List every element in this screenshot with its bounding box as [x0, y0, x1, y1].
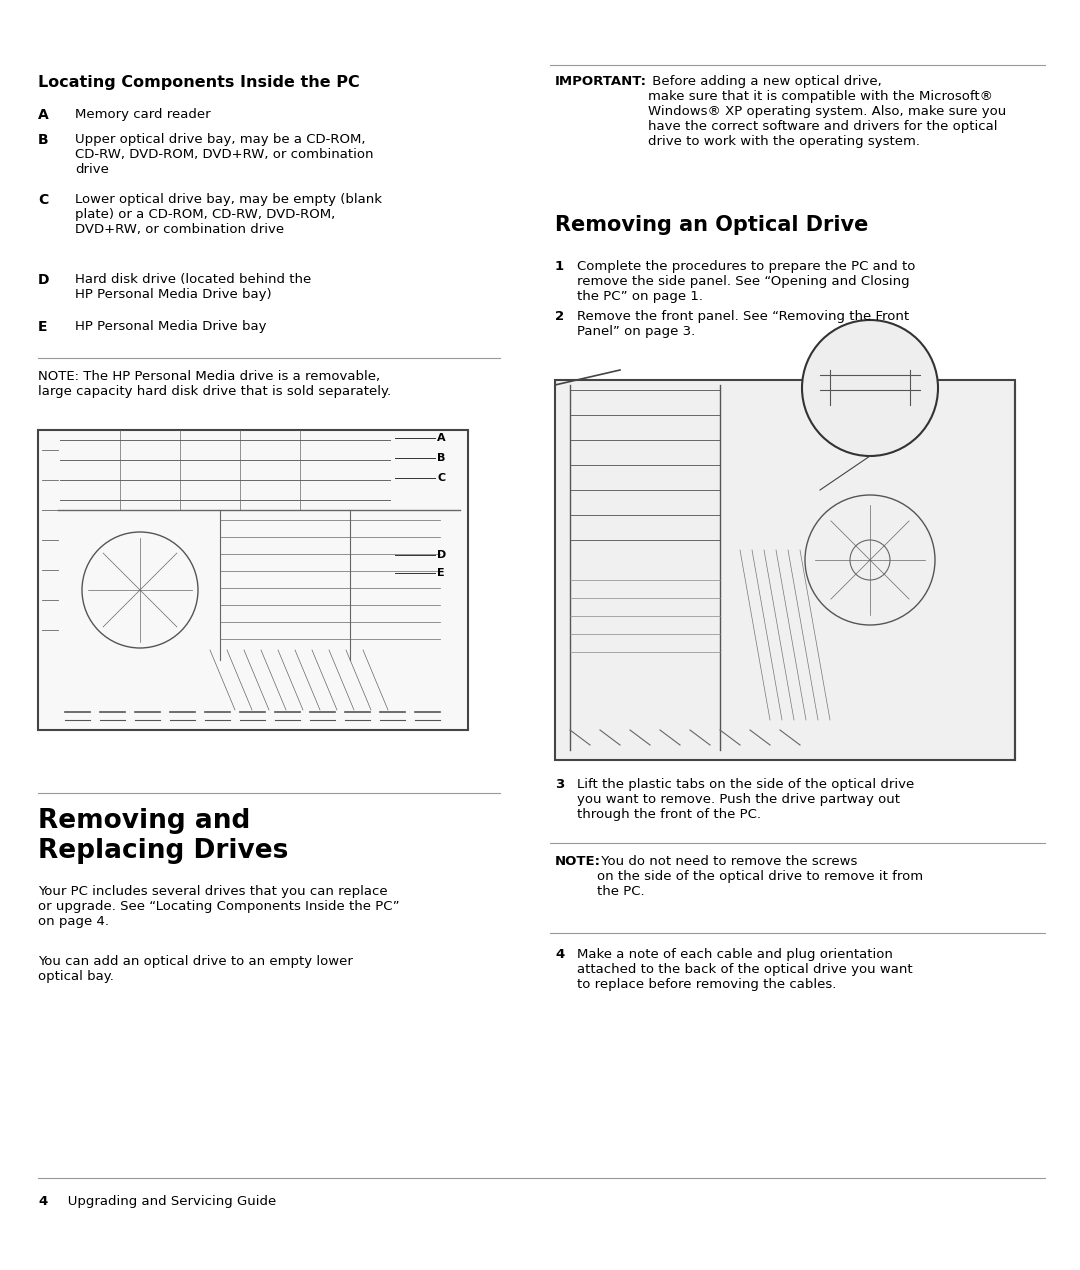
- Text: Remove the front panel. See “Removing the Front
Panel” on page 3.: Remove the front panel. See “Removing th…: [577, 310, 909, 338]
- Text: IMPORTANT:: IMPORTANT:: [555, 75, 647, 88]
- Text: Lower optical drive bay, may be empty (blank
plate) or a CD-ROM, CD-RW, DVD-ROM,: Lower optical drive bay, may be empty (b…: [75, 193, 382, 236]
- Text: Removing and
Replacing Drives: Removing and Replacing Drives: [38, 808, 288, 864]
- Text: 3: 3: [555, 779, 564, 791]
- Text: Upgrading and Servicing Guide: Upgrading and Servicing Guide: [55, 1195, 276, 1208]
- Text: D: D: [38, 273, 50, 287]
- Bar: [38, 431, 468, 730]
- Text: B: B: [437, 453, 445, 464]
- Text: Lift the plastic tabs on the side of the optical drive
you want to remove. Push : Lift the plastic tabs on the side of the…: [577, 779, 915, 820]
- Text: C: C: [38, 193, 49, 207]
- Circle shape: [802, 320, 939, 456]
- Bar: [555, 380, 1015, 759]
- Text: A: A: [38, 108, 49, 122]
- Text: NOTE:: NOTE:: [555, 855, 600, 867]
- Text: You do not need to remove the screws
on the side of the optical drive to remove : You do not need to remove the screws on …: [597, 855, 923, 898]
- Text: Locating Components Inside the PC: Locating Components Inside the PC: [38, 75, 360, 90]
- Text: Memory card reader: Memory card reader: [75, 108, 211, 121]
- Text: 1: 1: [555, 260, 564, 273]
- Text: E: E: [38, 320, 48, 334]
- Text: D: D: [437, 550, 446, 560]
- Text: Removing an Optical Drive: Removing an Optical Drive: [555, 215, 868, 235]
- Text: B: B: [38, 133, 49, 147]
- Text: NOTE: The HP Personal Media drive is a removable,
large capacity hard disk drive: NOTE: The HP Personal Media drive is a r…: [38, 370, 391, 398]
- Text: C: C: [437, 472, 445, 483]
- Text: Upper optical drive bay, may be a CD-ROM,
CD-RW, DVD-ROM, DVD+RW, or combination: Upper optical drive bay, may be a CD-ROM…: [75, 133, 374, 177]
- Text: 2: 2: [555, 310, 564, 323]
- Text: A: A: [437, 433, 446, 443]
- Text: Make a note of each cable and plug orientation
attached to the back of the optic: Make a note of each cable and plug orien…: [577, 947, 913, 991]
- Text: HP Personal Media Drive bay: HP Personal Media Drive bay: [75, 320, 267, 333]
- Text: You can add an optical drive to an empty lower
optical bay.: You can add an optical drive to an empty…: [38, 955, 353, 983]
- Text: 4: 4: [38, 1195, 48, 1208]
- Text: Hard disk drive (located behind the
HP Personal Media Drive bay): Hard disk drive (located behind the HP P…: [75, 273, 311, 301]
- Text: 4: 4: [555, 947, 564, 961]
- Text: Your PC includes several drives that you can replace
or upgrade. See “Locating C: Your PC includes several drives that you…: [38, 885, 400, 928]
- Text: Before adding a new optical drive,
make sure that it is compatible with the Micr: Before adding a new optical drive, make …: [648, 75, 1007, 149]
- Text: E: E: [437, 568, 445, 578]
- Text: Complete the procedures to prepare the PC and to
remove the side panel. See “Ope: Complete the procedures to prepare the P…: [577, 260, 916, 304]
